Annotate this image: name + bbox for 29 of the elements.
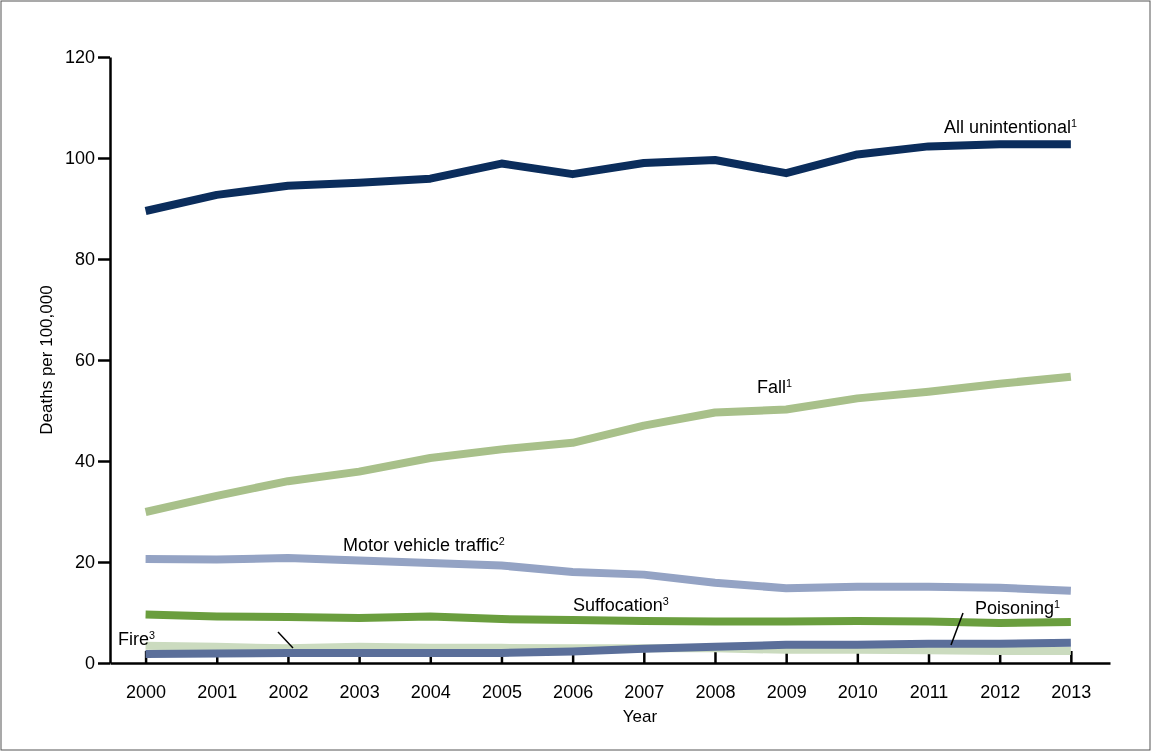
x-tick-label: 2012 [980,681,1021,702]
series-label: Motor vehicle traffic$^{2}$ [343,535,505,555]
series-label: Poisoning$^{1}$ [975,598,1061,618]
x-tick-label: 2000 [126,681,167,702]
series-label: Fire$^{3}$ [118,629,156,649]
x-tick-label: 2011 [909,681,949,702]
series-label: Suffocation$^{3}$ [573,595,669,615]
series-label: All unintentional$^{1}$ [943,117,1077,137]
x-tick-label: 2006 [553,681,594,702]
x-tick-label: 2001 [197,681,238,702]
y-tick-label: 20 [74,552,95,573]
y-tick-label: 40 [74,451,95,472]
x-axis-title: Year [622,707,658,726]
y-axis-title: Deaths per 100,000 [37,285,56,435]
series-label: Fall$^{1}$ [757,377,793,397]
x-tick-label: 2005 [481,681,522,702]
x-tick-label: 2002 [268,681,309,702]
x-tick-label: 2013 [1051,681,1092,702]
x-tick-label: 2007 [624,681,665,702]
x-tick-label: 2009 [766,681,807,702]
x-tick-label: 2003 [339,681,380,702]
x-tick-label: 2004 [410,681,451,702]
x-tick-label: 2008 [695,681,736,702]
y-tick-label: 120 [64,47,95,68]
y-tick-label: 60 [74,350,95,371]
x-tick-label: 2010 [837,681,878,702]
y-tick-label: 0 [84,653,95,674]
y-tick-label: 100 [64,148,95,169]
y-tick-label: 80 [74,249,95,270]
